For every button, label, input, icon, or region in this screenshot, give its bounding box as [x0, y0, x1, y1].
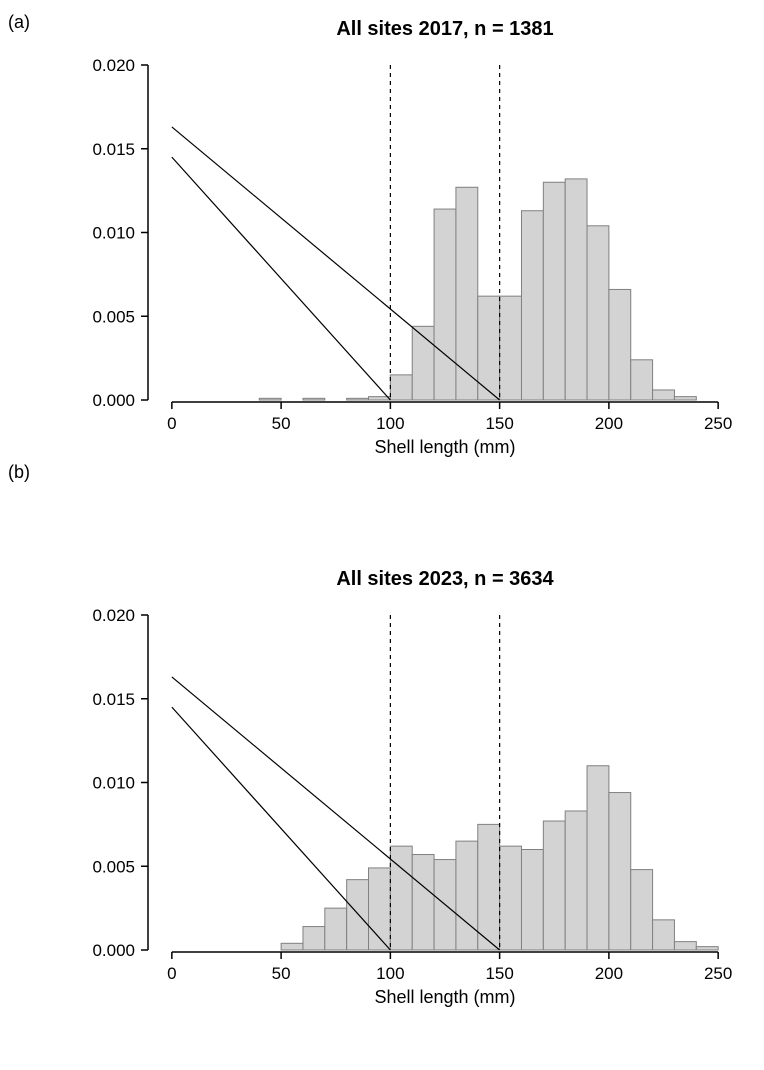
x-tick-label: 50	[272, 414, 291, 433]
histogram-bar	[609, 793, 631, 950]
x-tick-label: 100	[376, 414, 404, 433]
histogram-bar	[434, 209, 456, 400]
histogram-bar	[259, 398, 281, 400]
plot-svg-a: All sites 2017, n = 1381 0 50 100 150 200 250 0…	[55, 10, 755, 470]
y-tick-label: 0.000	[92, 941, 135, 960]
histogram-bar	[500, 296, 522, 400]
histogram-bar	[587, 226, 609, 400]
x-tick-label: 150	[485, 964, 513, 983]
x-tick-label: 200	[595, 414, 623, 433]
x-tick-label: 0	[167, 414, 176, 433]
histogram-bar	[500, 846, 522, 950]
histogram-bar	[303, 398, 325, 400]
panel-b: All sites 2023, n = 3634 0 50 100 150 200 250 0…	[55, 560, 755, 1020]
y-tick-label: 0.010	[92, 224, 135, 243]
x-axis-label: Shell length (mm)	[374, 987, 515, 1007]
histogram-bar	[565, 811, 587, 950]
x-tick-label: 250	[704, 414, 732, 433]
diagonal-line	[172, 157, 391, 400]
y-tick-label: 0.005	[92, 307, 135, 326]
y-tick-label: 0.020	[92, 606, 135, 625]
histogram-bar	[543, 182, 565, 400]
x-tick-label: 50	[272, 964, 291, 983]
x-tick-label: 200	[595, 964, 623, 983]
y-tick-label: 0.005	[92, 857, 135, 876]
y-tick-label: 0.020	[92, 56, 135, 75]
figure: (a) All sites 2017, n = 1381 0 50 100 150 200 2…	[0, 0, 764, 1070]
panel-label-a: (a)	[8, 12, 30, 33]
y-tick-label: 0.015	[92, 690, 135, 709]
plot-title: All sites 2023, n = 3634	[336, 568, 554, 590]
histogram-bar	[609, 289, 631, 400]
histogram-bar	[303, 927, 325, 950]
histogram-bar	[412, 326, 434, 400]
histogram-bar	[696, 947, 718, 950]
histogram-bar	[325, 908, 347, 950]
histogram-bar	[281, 943, 303, 950]
histogram-bar	[412, 855, 434, 950]
y-tick-label: 0.000	[92, 391, 135, 410]
histogram-bar	[674, 397, 696, 400]
histogram-bar	[521, 211, 543, 400]
diagonal-line	[172, 707, 391, 950]
plot-svg-b: All sites 2023, n = 3634 0 50 100 150 200 250 0…	[55, 560, 755, 1020]
histogram-bar	[631, 870, 653, 950]
histogram-bar	[587, 766, 609, 950]
x-tick-label: 150	[485, 414, 513, 433]
histogram-bar	[347, 880, 369, 950]
x-tick-label: 100	[376, 964, 404, 983]
histogram-bar	[347, 398, 369, 400]
histogram-bar	[521, 850, 543, 951]
panel-a: All sites 2017, n = 1381 0 50 100 150 200 250 0…	[55, 10, 755, 470]
y-tick-label: 0.010	[92, 774, 135, 793]
histogram-bar	[653, 920, 675, 950]
histogram-bar	[478, 824, 500, 950]
histogram-bar	[456, 841, 478, 950]
histogram-bar	[543, 821, 565, 950]
histogram-bar	[390, 375, 412, 400]
plot-title: All sites 2017, n = 1381	[336, 18, 553, 40]
histogram-bar	[456, 187, 478, 400]
x-tick-label: 250	[704, 964, 732, 983]
x-axis-label: Shell length (mm)	[374, 437, 515, 457]
histogram-bar	[653, 390, 675, 400]
histogram-bar	[631, 360, 653, 400]
panel-label-b: (b)	[8, 462, 30, 483]
histogram-bar	[565, 179, 587, 400]
x-tick-label: 0	[167, 964, 176, 983]
histogram-bar	[674, 942, 696, 950]
y-tick-label: 0.015	[92, 140, 135, 159]
